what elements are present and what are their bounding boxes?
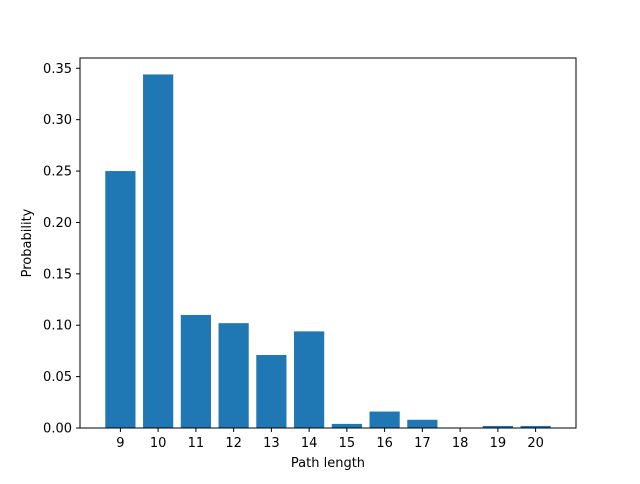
bar-12 — [218, 323, 249, 428]
x-tick-label: 20 — [527, 436, 544, 451]
plot-frame — [79, 57, 577, 429]
bar-17 — [407, 419, 438, 428]
y-tick-label: 0.10 — [43, 319, 72, 334]
y-tick-label: 0.05 — [43, 370, 72, 385]
y-tick-label: 0.35 — [43, 62, 72, 77]
bar-9 — [105, 171, 136, 429]
bar-13 — [256, 355, 287, 428]
y-axis-ticks: 0.00 0.05 0.10 0.15 0.20 0.25 0.30 0.35 — [43, 62, 80, 437]
x-tick-label: 11 — [188, 436, 205, 451]
x-tick-label: 12 — [225, 436, 242, 451]
x-tick-label: 13 — [263, 436, 280, 451]
x-tick-label: 18 — [452, 436, 469, 451]
y-tick-label: 0.20 — [43, 216, 72, 231]
bars-group — [105, 74, 551, 429]
y-tick-label: 0.00 — [43, 422, 72, 437]
x-axis-ticks: 9 10 11 12 13 14 15 16 17 18 19 20 — [116, 428, 544, 451]
x-tick-label: 14 — [301, 436, 318, 451]
x-tick-label: 10 — [150, 436, 167, 451]
y-tick-label: 0.25 — [43, 165, 72, 180]
y-tick-label: 0.15 — [43, 267, 72, 282]
bar-16 — [369, 411, 400, 428]
x-tick-label: 19 — [490, 436, 507, 451]
y-tick-label: 0.30 — [43, 113, 72, 128]
bar-19 — [482, 425, 513, 428]
x-tick-label: 16 — [376, 436, 393, 451]
x-tick-label: 17 — [414, 436, 431, 451]
x-tick-label: 9 — [116, 436, 124, 451]
bar-10 — [143, 74, 174, 428]
bar-14 — [294, 331, 325, 428]
bar-15 — [331, 423, 362, 428]
bar-11 — [180, 314, 211, 428]
x-tick-label: 15 — [339, 436, 356, 451]
y-axis-label: Probability — [20, 208, 35, 277]
x-axis-label: Path length — [291, 456, 365, 471]
bar-20 — [520, 425, 551, 428]
